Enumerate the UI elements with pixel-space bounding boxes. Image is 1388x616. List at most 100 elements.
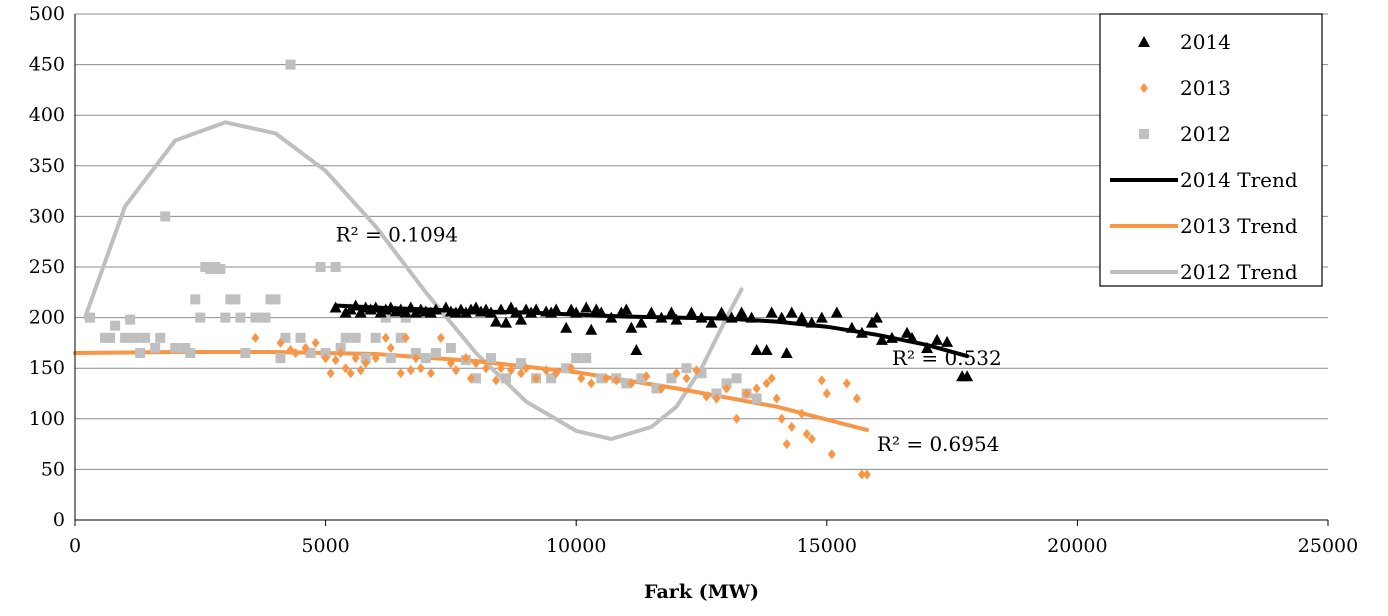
point-2013 xyxy=(251,332,260,343)
point-2014 xyxy=(725,311,738,323)
point-2012 xyxy=(170,342,181,353)
point-2014 xyxy=(615,306,628,318)
point-2012 xyxy=(385,353,396,364)
point-2014 xyxy=(449,306,462,318)
point-2014 xyxy=(735,306,748,318)
point-2012 xyxy=(230,294,241,305)
point-2012 xyxy=(135,348,146,359)
point-2013 xyxy=(466,373,475,384)
r2-label: R² = 0.532 xyxy=(892,346,1002,370)
x-tick-label: 25000 xyxy=(1298,535,1358,557)
point-2013 xyxy=(416,363,425,374)
point-2012 xyxy=(260,312,271,323)
point-2013 xyxy=(752,383,761,394)
point-2013 xyxy=(742,388,751,399)
point-2014 xyxy=(830,306,843,318)
point-2012 xyxy=(85,312,96,323)
point-2013 xyxy=(406,365,415,376)
point-2013 xyxy=(712,393,721,404)
point-2012 xyxy=(160,211,171,222)
point-2014 xyxy=(780,347,793,359)
point-2014 xyxy=(875,333,888,345)
point-2013 xyxy=(587,378,596,389)
point-2012 xyxy=(180,342,191,353)
point-2014 xyxy=(900,326,913,338)
point-2014 xyxy=(404,301,417,313)
point-2012 xyxy=(335,342,346,353)
point-2012 xyxy=(651,383,662,394)
point-2013 xyxy=(371,353,380,364)
point-2014 xyxy=(931,333,944,345)
point-2012 xyxy=(636,373,647,384)
point-2013 xyxy=(567,363,576,374)
point-2012 xyxy=(751,393,762,404)
point-2014 xyxy=(785,306,798,318)
point-2014 xyxy=(510,306,523,318)
point-2014 xyxy=(845,321,858,333)
point-2014 xyxy=(815,311,828,323)
point-2012 xyxy=(581,353,592,364)
point-2012 xyxy=(360,353,371,364)
point-2014 xyxy=(750,343,763,355)
point-2013 xyxy=(822,388,831,399)
point-2013 xyxy=(492,375,501,386)
point-2014 xyxy=(490,315,503,327)
point-2014 xyxy=(530,303,543,315)
point-2012 xyxy=(721,378,732,389)
point-2013 xyxy=(341,363,350,374)
point-2012 xyxy=(681,363,692,374)
legend-label: 2014 xyxy=(1180,30,1231,54)
point-2012 xyxy=(711,388,722,399)
point-2014 xyxy=(500,316,513,328)
point-2014 xyxy=(424,306,437,318)
point-2012 xyxy=(295,332,306,343)
point-2014 xyxy=(805,316,818,328)
point-2012 xyxy=(250,312,261,323)
x-tick-label: 5000 xyxy=(301,535,349,557)
point-2012 xyxy=(235,312,246,323)
point-2013 xyxy=(642,371,651,382)
point-2012 xyxy=(410,348,421,359)
point-2013 xyxy=(762,378,771,389)
point-2013 xyxy=(346,368,355,379)
point-2012 xyxy=(621,378,632,389)
legend-box xyxy=(1099,13,1323,287)
point-2012 xyxy=(430,348,441,359)
point-2013 xyxy=(787,421,796,432)
point-2012 xyxy=(315,262,326,272)
point-2012 xyxy=(420,353,431,364)
point-2013 xyxy=(381,332,390,343)
point-2013 xyxy=(682,373,691,384)
point-2014 xyxy=(570,306,583,318)
point-2013 xyxy=(777,413,786,424)
x-tick-label: 15000 xyxy=(797,535,857,557)
point-2014 xyxy=(595,306,608,318)
point-2014 xyxy=(885,331,898,343)
point-2013 xyxy=(517,368,526,379)
point-2013 xyxy=(396,368,405,379)
point-2013 xyxy=(577,373,586,384)
point-2012 xyxy=(596,373,607,384)
point-2012 xyxy=(210,262,221,272)
y-tick-label: 400 xyxy=(29,104,65,126)
point-2014 xyxy=(429,303,442,315)
y-tick-label: 200 xyxy=(29,307,65,329)
point-2013 xyxy=(321,353,330,364)
trendlines xyxy=(73,120,970,441)
point-2013 xyxy=(426,368,435,379)
point-2014 xyxy=(484,306,497,318)
point-2012 xyxy=(285,59,296,70)
point-2012 xyxy=(561,363,572,374)
point-2013 xyxy=(336,348,345,359)
point-2012 xyxy=(205,264,216,275)
point-2014 xyxy=(605,311,618,323)
point-2014 xyxy=(715,306,728,318)
point-2013 xyxy=(301,342,310,353)
point-2012 xyxy=(330,262,341,272)
point-2013 xyxy=(772,393,781,404)
y-tick-label: 350 xyxy=(29,155,65,177)
point-2014 xyxy=(560,321,573,333)
point-2014 xyxy=(695,311,708,323)
